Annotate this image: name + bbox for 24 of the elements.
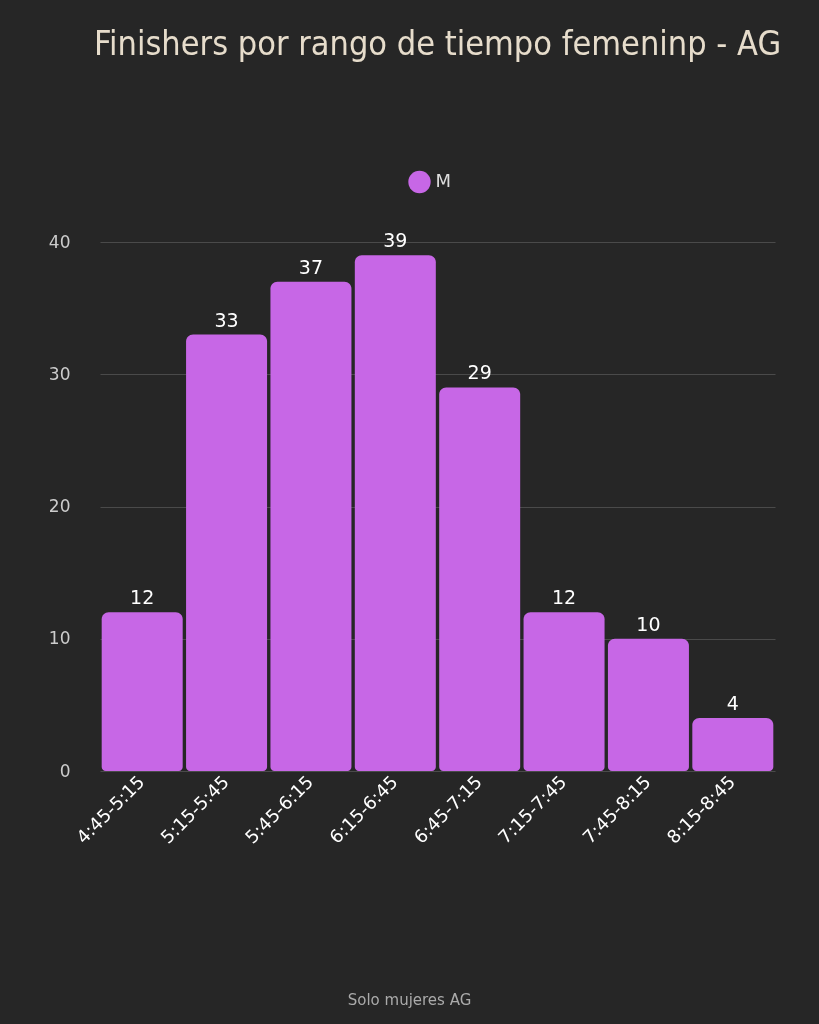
y-tick-label: 0	[59, 760, 71, 781]
data-label: 12	[551, 586, 577, 609]
data-label: 33	[214, 308, 239, 331]
bar	[692, 718, 774, 771]
legend-label: M	[435, 170, 452, 191]
bar	[607, 638, 689, 771]
chart-title: Finishers por rango de tiempo femeninp - AG	[93, 23, 782, 63]
y-tick-label: 40	[48, 231, 71, 252]
y-tick-label: 10	[48, 628, 71, 649]
text: Solo mujeres AG	[347, 991, 472, 1009]
bar	[523, 612, 605, 771]
data-label: 10	[636, 612, 661, 635]
bar	[439, 387, 521, 771]
data-label: 37	[298, 255, 324, 278]
data-label: 12	[130, 586, 155, 609]
data-label: 29	[467, 361, 492, 384]
bar	[354, 255, 436, 771]
bar	[101, 612, 183, 771]
bar	[186, 334, 268, 771]
y-tick-label: 20	[48, 496, 71, 516]
data-label: 39	[383, 229, 408, 252]
y-tick-label: 30	[48, 363, 71, 384]
data-label: 4	[726, 692, 739, 715]
bar	[270, 281, 352, 771]
